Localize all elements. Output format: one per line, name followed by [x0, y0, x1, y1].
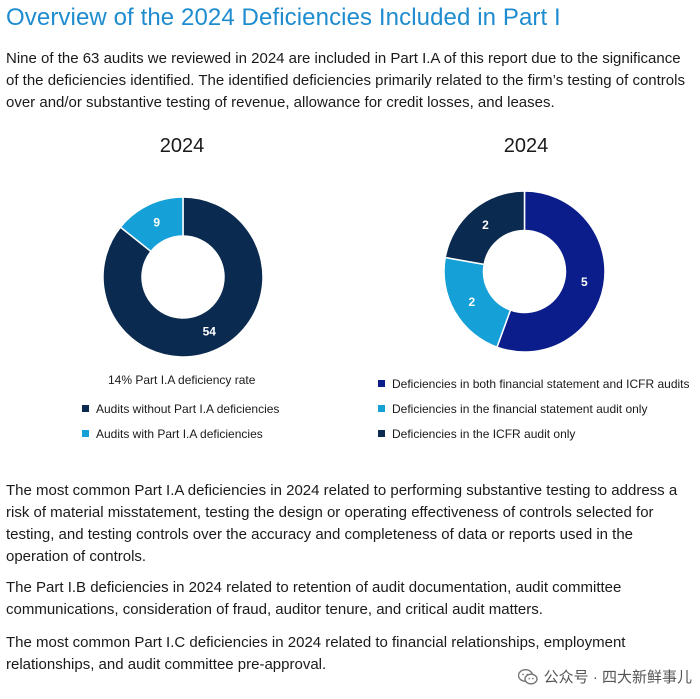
intro-paragraph: Nine of the 63 audits we reviewed in 202… [6, 50, 685, 111]
donut-slice [119, 196, 184, 253]
left-donut-chart: 54 9 [102, 196, 264, 358]
legend-swatch [82, 405, 89, 412]
legend-label: Deficiencies in both financial statement… [392, 376, 690, 391]
legend-item: Deficiencies in both financial statement… [378, 371, 690, 396]
slice-value-label: 9 [153, 215, 160, 229]
legend-item: Audits with Part I.A deficiencies [82, 421, 279, 446]
legend-label: Audits with Part I.A deficiencies [96, 426, 263, 441]
page-title: Overview of the 2024 Deficiencies Includ… [6, 4, 561, 31]
donut-slice [444, 190, 526, 266]
left-chart-year: 2024 [159, 135, 205, 157]
donut-slice [102, 196, 264, 358]
legend-item: Deficiencies in the financial statement … [378, 396, 690, 421]
donut-slice [443, 256, 512, 349]
deficiency-rate-label: 14% Part I.A deficiency rate [108, 373, 256, 387]
legend-item: Deficiencies in the ICFR audit only [378, 421, 690, 446]
slice-value-label: 2 [482, 218, 489, 232]
left-chart-legend: Audits without Part I.A deficiencies Aud… [82, 396, 279, 446]
right-donut-chart: 5 2 2 [443, 190, 606, 353]
watermark: 公众号 · 四大新鲜事儿 [517, 666, 692, 687]
watermark-text: 公众号 · 四大新鲜事儿 [543, 669, 692, 686]
wechat-icon [517, 668, 538, 685]
slice-value-label: 2 [469, 295, 476, 309]
legend-item: Audits without Part I.A deficiencies [82, 396, 279, 421]
legend-swatch [378, 405, 385, 412]
legend-swatch [378, 380, 385, 387]
legend-swatch [82, 430, 89, 437]
slice-value-label: 54 [203, 325, 217, 339]
legend-swatch [378, 430, 385, 437]
legend-label: Audits without Part I.A deficiencies [96, 401, 280, 416]
paragraph-part-ib: The Part I.B deficiencies in 2024 relate… [6, 579, 622, 618]
slice-value-label: 5 [581, 275, 588, 289]
donut-slice [496, 190, 606, 353]
right-chart-year: 2024 [503, 135, 549, 157]
legend-label: Deficiencies in the ICFR audit only [392, 426, 576, 441]
paragraph-part-ia: The most common Part I.A deficiencies in… [6, 482, 678, 565]
right-chart-legend: Deficiencies in both financial statement… [378, 371, 690, 446]
paragraph-part-ic: The most common Part I.C deficiencies in… [6, 634, 626, 673]
legend-label: Deficiencies in the financial statement … [392, 401, 648, 416]
